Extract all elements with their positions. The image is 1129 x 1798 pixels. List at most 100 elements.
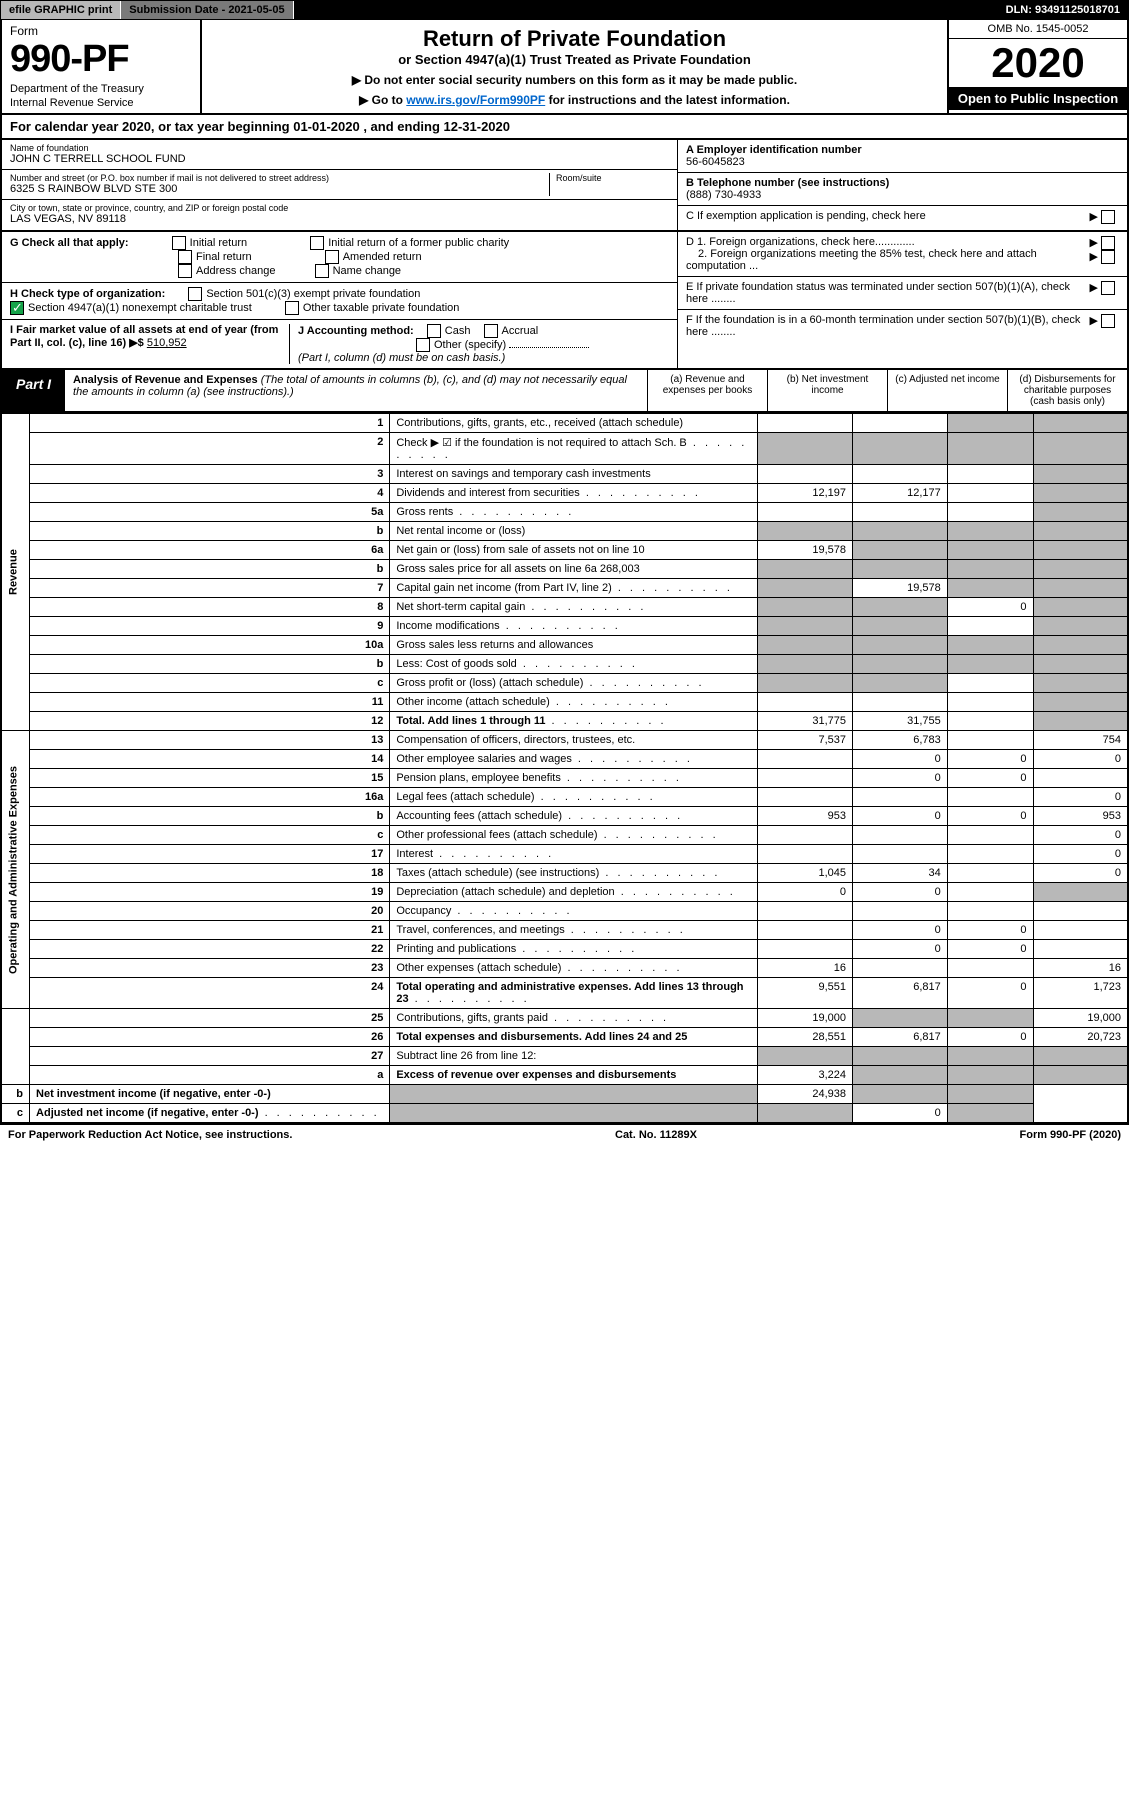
checkbox-cash[interactable]: [427, 324, 441, 338]
cell-value: 3,224: [758, 1066, 853, 1085]
ein: 56-6045823: [686, 156, 745, 168]
cell-value: [1033, 693, 1128, 712]
checkbox-address[interactable]: [178, 264, 192, 278]
info-right: A Employer identification number 56-6045…: [677, 140, 1127, 230]
checkbox-final[interactable]: [178, 250, 192, 264]
cell-value: [758, 826, 853, 845]
checkbox-e[interactable]: [1101, 281, 1115, 295]
cell-value: [852, 655, 947, 674]
col-a: (a) Revenue and expenses per books: [647, 370, 767, 411]
street-address: 6325 S RAINBOW BLVD STE 300: [10, 183, 549, 195]
line-desc: Interest: [390, 845, 758, 864]
table-row: cGross profit or (loss) (attach schedule…: [1, 674, 1128, 693]
table-row: bAccounting fees (attach schedule)953009…: [1, 807, 1128, 826]
cell-value: 0: [852, 807, 947, 826]
line-desc: Net rental income or (loss): [390, 522, 758, 541]
table-row: 14Other employee salaries and wages000: [1, 750, 1128, 769]
efile-label: efile GRAPHIC print: [1, 1, 121, 19]
checkbox-amended[interactable]: [325, 250, 339, 264]
expenses-section: Operating and Administrative Expenses: [1, 731, 30, 1009]
cell-value: [758, 1047, 853, 1066]
col-d: (d) Disbursements for charitable purpose…: [1007, 370, 1127, 411]
notice-link: ▶ Go to www.irs.gov/Form990PF for instru…: [208, 93, 941, 107]
cell-value: [852, 541, 947, 560]
line-desc: Total. Add lines 1 through 11: [390, 712, 758, 731]
cell-value: [758, 1104, 853, 1124]
checkbox-d1[interactable]: [1101, 236, 1115, 250]
cell-value: [758, 560, 853, 579]
cell-value: 754: [1033, 731, 1128, 750]
cell-value: 0: [1033, 826, 1128, 845]
cell-value: 16: [1033, 959, 1128, 978]
cell-value: [1033, 712, 1128, 731]
checkbox-other-tax[interactable]: [285, 301, 299, 315]
checkbox-accrual[interactable]: [484, 324, 498, 338]
line-number: 18: [30, 864, 390, 883]
address-row: Number and street (or P.O. box number if…: [2, 170, 677, 200]
table-row: 3Interest on savings and temporary cash …: [1, 465, 1128, 484]
cell-value: 6,817: [852, 1028, 947, 1047]
table-row: aExcess of revenue over expenses and dis…: [1, 1066, 1128, 1085]
table-row: 2Check ▶ ☑ if the foundation is not requ…: [1, 433, 1128, 465]
line-number: b: [30, 807, 390, 826]
checkbox-c[interactable]: [1101, 210, 1115, 224]
form-header: Form 990-PF Department of the Treasury I…: [0, 20, 1129, 115]
cell-value: [758, 693, 853, 712]
cell-value: 0: [947, 807, 1033, 826]
cell-value: [1033, 414, 1128, 433]
checkbox-f[interactable]: [1101, 314, 1115, 328]
line-desc: Dividends and interest from securities: [390, 484, 758, 503]
cell-value: [1033, 655, 1128, 674]
cell-value: [1033, 503, 1128, 522]
table-row: 25Contributions, gifts, grants paid19,00…: [1, 1009, 1128, 1028]
cell-value: 953: [758, 807, 853, 826]
cell-value: [1033, 636, 1128, 655]
line-number: 1: [30, 414, 390, 433]
checkbox-initial[interactable]: [172, 236, 186, 250]
line-number: b: [30, 522, 390, 541]
line-desc: Excess of revenue over expenses and disb…: [390, 1066, 758, 1085]
line-number: 24: [30, 978, 390, 1009]
cell-value: 1,723: [1033, 978, 1128, 1009]
table-row: 18Taxes (attach schedule) (see instructi…: [1, 864, 1128, 883]
table-row: Operating and Administrative Expenses13C…: [1, 731, 1128, 750]
checkbox-501c3[interactable]: [188, 287, 202, 301]
line-desc: Gross profit or (loss) (attach schedule): [390, 674, 758, 693]
header-right: OMB No. 1545-0052 2020 Open to Public In…: [947, 20, 1127, 113]
cell-value: [947, 484, 1033, 503]
irs-link[interactable]: www.irs.gov/Form990PF: [406, 93, 545, 107]
line-number: 6a: [30, 541, 390, 560]
notice-ssn: ▶ Do not enter social security numbers o…: [208, 73, 941, 87]
cell-value: 19,578: [852, 579, 947, 598]
line-desc: Pension plans, employee benefits: [390, 769, 758, 788]
cell-value: [758, 522, 853, 541]
cell-value: [947, 579, 1033, 598]
line-number: 26: [30, 1028, 390, 1047]
cell-value: 0: [947, 921, 1033, 940]
cell-value: 19,000: [1033, 1009, 1128, 1028]
line-desc: Contributions, gifts, grants paid: [390, 1009, 758, 1028]
line-number: 9: [30, 617, 390, 636]
cell-value: [1033, 433, 1128, 465]
line-desc: Less: Cost of goods sold: [390, 655, 758, 674]
checkbox-other-acct[interactable]: [416, 338, 430, 352]
checkbox-name[interactable]: [315, 264, 329, 278]
cell-value: [947, 655, 1033, 674]
form-label: Form: [10, 24, 192, 38]
cell-value: [947, 560, 1033, 579]
table-row: Revenue1Contributions, gifts, grants, et…: [1, 414, 1128, 433]
checkbox-former[interactable]: [310, 236, 324, 250]
cell-value: 20,723: [1033, 1028, 1128, 1047]
line-number: 2: [30, 433, 390, 465]
cell-value: [758, 433, 853, 465]
table-row: 19Depreciation (attach schedule) and dep…: [1, 883, 1128, 902]
cell-value: 24,938: [758, 1085, 853, 1104]
cell-value: 7,537: [758, 731, 853, 750]
line-number: 4: [30, 484, 390, 503]
line-desc: Gross sales less returns and allowances: [390, 636, 758, 655]
d-row: D 1. Foreign organizations, check here..…: [678, 232, 1127, 277]
line-number: 23: [30, 959, 390, 978]
checkbox-4947[interactable]: [10, 301, 24, 315]
checkbox-d2[interactable]: [1101, 250, 1115, 264]
cell-value: 0: [852, 750, 947, 769]
